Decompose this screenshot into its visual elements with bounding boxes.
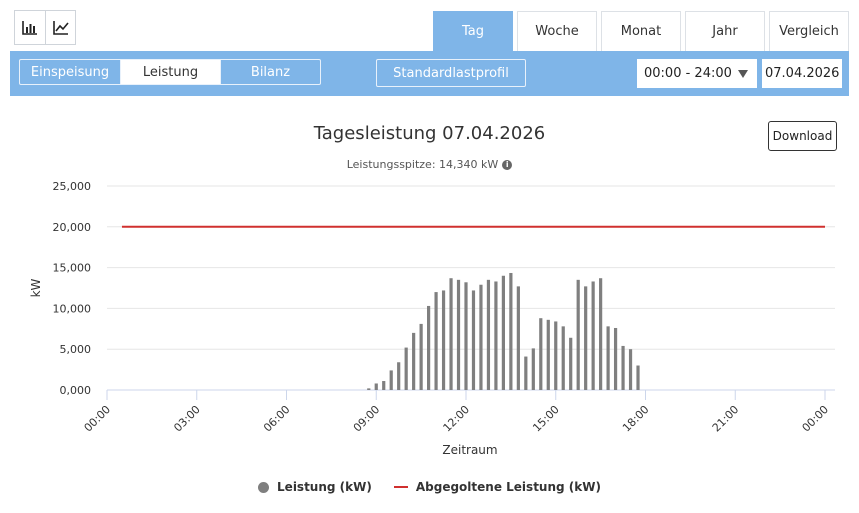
bar[interactable] xyxy=(464,282,468,390)
bar[interactable] xyxy=(546,319,550,390)
legend-item-leistung[interactable]: Leistung (kW) xyxy=(258,480,372,494)
standard-profile-button[interactable]: Standardlastprofil xyxy=(376,59,526,87)
y-axis-title: kW xyxy=(29,278,43,297)
bar[interactable] xyxy=(561,326,565,390)
x-tick-label: 12:00 xyxy=(441,403,473,435)
legend-label-leistung: Leistung (kW) xyxy=(277,480,372,494)
bar[interactable] xyxy=(539,318,543,390)
bar[interactable] xyxy=(471,290,476,390)
period-tabs: Tag Woche Monat Jahr Vergleich xyxy=(433,11,849,51)
bar[interactable] xyxy=(606,326,610,390)
bar[interactable] xyxy=(479,284,483,390)
chart-grid xyxy=(107,185,835,391)
x-tick-label: 06:00 xyxy=(261,403,293,435)
legend-label-abgegoltene: Abgegoltene Leistung (kW) xyxy=(415,480,601,494)
line-chart-icon[interactable] xyxy=(45,11,75,44)
bar[interactable] xyxy=(591,281,595,390)
toolbar-band: Einspeisung Leistung Bilanz Standardlast… xyxy=(10,51,849,96)
bar[interactable] xyxy=(434,292,438,390)
x-tick-label: 00:00 xyxy=(82,403,114,435)
download-button[interactable]: Download xyxy=(768,121,837,151)
legend-item-abgegoltene[interactable]: Abgegoltene Leistung (kW) xyxy=(393,480,601,494)
bar[interactable] xyxy=(509,272,513,390)
bar[interactable] xyxy=(389,370,393,390)
x-tick-label: 18:00 xyxy=(620,403,652,435)
bar[interactable] xyxy=(412,332,416,390)
bar[interactable] xyxy=(613,327,618,390)
x-tick-label: 03:00 xyxy=(171,403,203,435)
time-range-value: 00:00 - 24:00 xyxy=(644,66,732,81)
bar[interactable] xyxy=(569,337,573,390)
bar[interactable] xyxy=(531,348,535,390)
x-tick-label: 09:00 xyxy=(351,403,383,435)
y-tick-label: 10,000 xyxy=(53,302,92,315)
y-tick-label: 25,000 xyxy=(53,180,92,193)
bar[interactable] xyxy=(501,275,505,390)
bar[interactable] xyxy=(449,278,453,390)
bar[interactable] xyxy=(584,286,588,390)
bar[interactable] xyxy=(524,356,528,390)
bar[interactable] xyxy=(486,279,491,390)
x-tick-label: 15:00 xyxy=(530,403,562,435)
bar[interactable] xyxy=(576,279,580,390)
time-range-select[interactable]: 00:00 - 24:00 xyxy=(637,59,757,88)
y-tick-label: 5,000 xyxy=(60,343,92,356)
x-axis-title: Zeitraum xyxy=(442,443,497,457)
tab-woche[interactable]: Woche xyxy=(517,11,597,51)
y-tick-label: 15,000 xyxy=(53,262,92,275)
bar[interactable] xyxy=(419,323,423,390)
date-input[interactable]: 07.04.2026 xyxy=(762,59,842,88)
mode-bilanz[interactable]: Bilanz xyxy=(220,60,320,84)
bar[interactable] xyxy=(441,290,446,390)
mode-selector: Einspeisung Leistung Bilanz xyxy=(19,59,321,85)
tab-jahr[interactable]: Jahr xyxy=(685,11,765,51)
legend-line-icon xyxy=(393,486,408,488)
legend-dot-icon xyxy=(258,481,270,493)
chart-subtitle: Leistungsspitze: 14,340 kW i xyxy=(0,158,859,171)
bar[interactable] xyxy=(397,362,401,390)
peak-power-text: Leistungsspitze: 14,340 kW xyxy=(346,158,499,171)
x-tick-label: 00:00 xyxy=(800,403,832,435)
x-tick-label: 21:00 xyxy=(710,403,742,435)
bar[interactable] xyxy=(494,281,498,390)
bar[interactable] xyxy=(636,365,640,390)
bar[interactable] xyxy=(374,383,378,390)
tab-vergleich[interactable]: Vergleich xyxy=(769,11,849,51)
y-axis-ticks: 0,000 5,000 10,000 15,000 20,000 25,000 xyxy=(53,180,92,397)
bar[interactable] xyxy=(621,345,625,390)
bar[interactable] xyxy=(427,305,431,390)
bar-chart-icon[interactable] xyxy=(15,11,45,44)
power-chart: 0,000 5,000 10,000 15,000 20,000 25,000 00:00… xyxy=(29,180,835,457)
bar[interactable] xyxy=(404,347,408,390)
bar[interactable] xyxy=(382,381,386,390)
info-icon[interactable]: i xyxy=(502,159,513,170)
chart-title: Tagesleistung 07.04.2026 xyxy=(313,123,546,144)
tab-tag[interactable]: Tag xyxy=(433,11,513,51)
y-tick-label: 0,000 xyxy=(60,384,92,397)
bar[interactable] xyxy=(599,278,603,390)
bar[interactable] xyxy=(628,349,633,390)
tab-monat[interactable]: Monat xyxy=(601,11,681,51)
x-axis-ticks: 00:00 03:00 06:00 09:00 12:00 15:00 18:00 21:00… xyxy=(82,390,832,435)
bar[interactable] xyxy=(456,279,461,390)
dropdown-caret-icon xyxy=(738,70,748,78)
bar[interactable] xyxy=(516,286,520,390)
bar[interactable] xyxy=(554,321,558,390)
bar[interactable] xyxy=(367,388,371,390)
mode-einspeisung[interactable]: Einspeisung xyxy=(30,64,110,80)
bar-series xyxy=(367,272,640,390)
chart-type-toggle xyxy=(14,10,76,45)
y-tick-label: 20,000 xyxy=(53,221,92,234)
mode-leistung[interactable]: Leistung xyxy=(120,60,220,84)
chart-legend: Leistung (kW) Abgegoltene Leistung (kW) xyxy=(0,480,859,494)
